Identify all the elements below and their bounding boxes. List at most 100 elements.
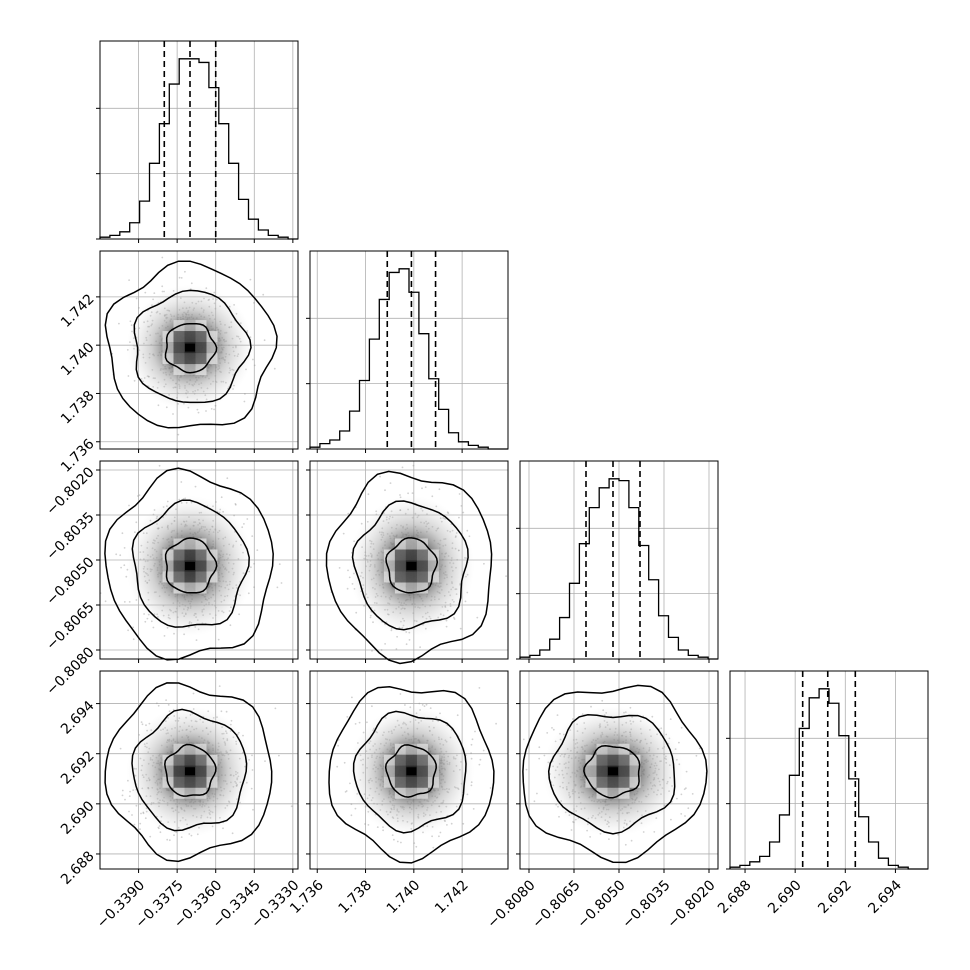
density-cell (162, 331, 174, 343)
scatter-point (371, 705, 373, 708)
scatter-point (642, 831, 645, 833)
density-cell (184, 787, 196, 799)
scatter-point (222, 827, 224, 830)
panel-2-1 (306, 460, 509, 665)
scatter-point (346, 716, 349, 718)
scatter-point (684, 815, 686, 817)
density-cell (585, 765, 597, 777)
scatter-point (407, 492, 409, 495)
scatter-point (630, 839, 633, 842)
scatter-point (438, 835, 440, 838)
panel-frame (519, 460, 719, 660)
scatter-point (251, 535, 254, 537)
density-cell (206, 776, 218, 788)
scatter-point (404, 704, 406, 706)
scatter-point (419, 646, 421, 649)
histogram-step (309, 268, 508, 450)
scatter-point (253, 364, 256, 367)
x-tick-label: 2.692 (815, 877, 855, 917)
y-tick-label: 2.694 (58, 698, 98, 738)
y-tick-label: −0.8050 (43, 554, 97, 608)
density-cell (195, 538, 207, 550)
contour-line (384, 744, 437, 798)
density-cell (394, 776, 406, 788)
panel-1-0 (96, 250, 299, 453)
scatter-point (411, 492, 414, 494)
scatter-point (149, 835, 152, 838)
scatter-point (408, 639, 411, 641)
scatter-point (423, 705, 426, 708)
scatter-point (474, 730, 476, 733)
scatter-point (253, 586, 256, 589)
density-cell (206, 560, 218, 572)
contour-line (131, 499, 250, 628)
scatter-point (371, 650, 373, 652)
density-cell (405, 787, 417, 799)
y-tick-label: 2.688 (58, 848, 98, 888)
density-cell (394, 765, 406, 777)
scatter-point (124, 798, 126, 801)
density-cell (173, 560, 185, 572)
scatter-point (347, 512, 350, 515)
density-cell (416, 571, 428, 583)
scatter-point (152, 626, 155, 629)
scatter-point (238, 613, 241, 616)
panel-0-0 (96, 40, 299, 243)
density-cell (173, 353, 185, 365)
scatter-point (680, 813, 683, 815)
scatter-point (168, 839, 171, 842)
density-cell (206, 765, 218, 777)
density-cell (607, 787, 619, 799)
scatter-point (262, 293, 265, 296)
density-cell (383, 776, 395, 788)
scatter-point (178, 276, 181, 279)
scatter-point (184, 270, 186, 273)
density-cell (195, 754, 207, 766)
density-cell (629, 776, 641, 788)
scatter-point (253, 302, 255, 304)
scatter-point (489, 787, 492, 789)
density-cell (427, 571, 439, 583)
scatter-point (161, 256, 164, 259)
scatter-point (276, 586, 279, 589)
density-cell (195, 582, 207, 594)
panel-1-1 (306, 250, 509, 453)
scatter-point (157, 704, 160, 707)
scatter-point (123, 547, 126, 549)
scatter-point (214, 404, 217, 407)
density-cell (405, 776, 417, 788)
scatter-point (336, 765, 339, 768)
scatter-point (128, 795, 131, 797)
density-cell (416, 538, 428, 550)
scatter-point (338, 567, 341, 569)
scatter-point (180, 836, 183, 838)
density-cell (162, 765, 174, 777)
scatter-point (278, 754, 280, 757)
scatter-point (220, 496, 223, 499)
density-cell (206, 353, 218, 365)
scatter-point (482, 749, 485, 752)
scatter-point (358, 721, 361, 724)
scatter-point (391, 834, 394, 836)
scatter-point (552, 728, 555, 731)
scatter-point (351, 696, 353, 699)
density-cell (195, 331, 207, 343)
scatter-point (450, 822, 453, 825)
density-cell (405, 743, 417, 755)
scatter-point (478, 687, 481, 689)
scatter-point (472, 808, 475, 810)
scatter-point (413, 842, 416, 844)
scatter-point (589, 836, 591, 838)
scatter-point (218, 685, 221, 687)
density-cell (173, 754, 185, 766)
density-cell (596, 754, 608, 766)
scatter-point (252, 808, 254, 811)
scatter-point (180, 481, 183, 483)
density-cell (427, 765, 439, 777)
density-cell (394, 582, 406, 594)
density-cell (184, 776, 196, 788)
panel-3-0 (96, 670, 299, 873)
scatter-point (678, 741, 680, 744)
contour-line (351, 500, 469, 631)
scatter-point (132, 638, 135, 641)
